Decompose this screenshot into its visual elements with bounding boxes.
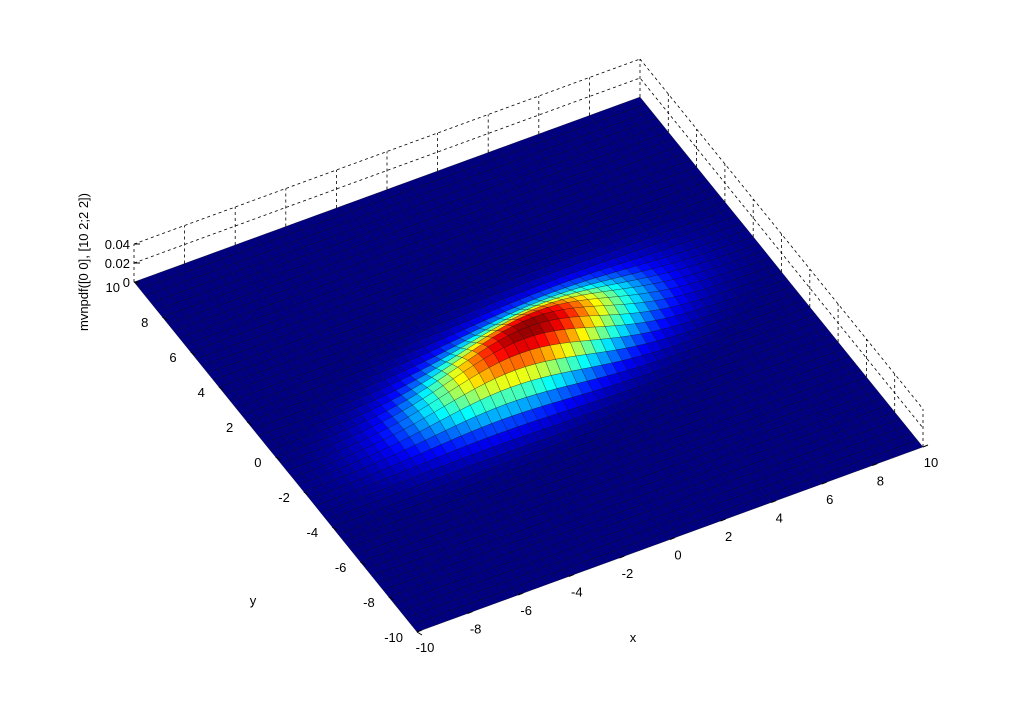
x-tick-mark — [416, 629, 423, 633]
x-tick-mark — [669, 537, 676, 540]
y-axis-label: y — [250, 593, 257, 608]
x-tick-label: -8 — [470, 622, 482, 637]
x-tick-label: 8 — [877, 474, 884, 489]
x-tick-label: -4 — [571, 585, 583, 600]
y-tick-label: -2 — [278, 490, 290, 505]
x-tick-label: -6 — [520, 603, 532, 618]
y-tick-mark — [190, 351, 196, 356]
y-tick-mark — [388, 596, 394, 601]
y-tick-label: -4 — [307, 525, 319, 540]
x-tick-label: 6 — [826, 492, 833, 507]
axes-box — [133, 58, 924, 447]
x-tick-label: 2 — [725, 529, 732, 544]
x-tick-label: -10 — [416, 640, 435, 655]
y-tick-mark — [303, 491, 310, 496]
surface-patch — [411, 621, 428, 633]
x-axis-label: x — [630, 630, 637, 645]
y-tick-mark — [331, 526, 338, 531]
x-tick-mark — [720, 518, 726, 522]
x-tick-mark — [821, 481, 827, 485]
z-tick-label: 0.02 — [105, 256, 130, 271]
x-tick-label: 10 — [924, 455, 938, 470]
x-tick-mark — [922, 444, 929, 448]
x-tick-mark — [568, 574, 574, 577]
y-tick-label: -8 — [363, 595, 375, 610]
x-tick-label: -2 — [622, 566, 634, 581]
x-tick-label: 0 — [674, 548, 681, 563]
y-tick-mark — [416, 631, 423, 636]
x-tick-mark — [872, 463, 878, 466]
y-tick-label: 10 — [106, 280, 120, 295]
y-tick-label: 0 — [254, 455, 261, 470]
x-tick-mark — [467, 611, 473, 614]
y-tick-label: 6 — [169, 350, 176, 365]
y-tick-mark — [218, 386, 225, 391]
x-tick-label: 4 — [776, 511, 783, 526]
y-tick-mark — [360, 561, 366, 566]
y-tick-label: 4 — [198, 385, 205, 400]
y-tick-label: -6 — [335, 560, 347, 575]
z-tick-label: 0 — [123, 275, 130, 290]
y-tick-mark — [162, 316, 168, 321]
y-tick-label: -10 — [384, 630, 403, 645]
z-tick-label: 0.04 — [105, 237, 130, 252]
y-tick-label: 2 — [226, 420, 233, 435]
x-tick-mark — [771, 500, 777, 503]
surface-mesh — [133, 96, 924, 633]
x-tick-mark — [518, 592, 524, 596]
y-tick-mark — [275, 456, 281, 461]
x-tick-mark — [619, 555, 625, 559]
y-tick-mark — [246, 421, 253, 426]
y-tick-label: 8 — [141, 315, 148, 330]
z-axis-label: mvnpdf([0 0], [10 2;2 2]) — [76, 193, 91, 331]
